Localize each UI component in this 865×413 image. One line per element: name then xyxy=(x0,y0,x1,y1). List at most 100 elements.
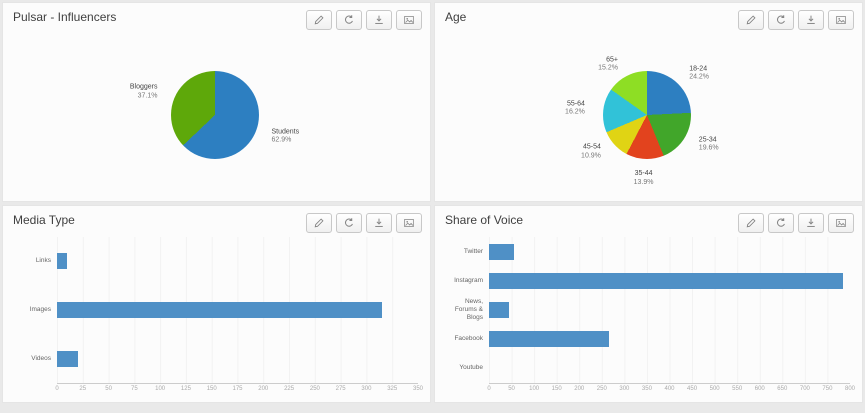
refresh-button[interactable] xyxy=(336,10,362,30)
category-label: Videos xyxy=(31,354,51,362)
panel-toolbar xyxy=(306,213,422,233)
bar-row: News, Forums & Blogs xyxy=(443,295,850,324)
edit-button[interactable] xyxy=(306,213,332,233)
bar-track xyxy=(489,237,850,266)
x-tick-label: 250 xyxy=(596,386,607,392)
x-tick-label: 50 xyxy=(105,386,112,392)
media_type-plot-area: Links Images Videos xyxy=(11,237,418,383)
download-button[interactable] xyxy=(366,213,392,233)
pie-slice-label: 45-54 10.9% xyxy=(581,143,601,160)
bar-track xyxy=(489,295,850,324)
export-image-button[interactable] xyxy=(828,213,854,233)
panel-header: Pulsar - Influencers xyxy=(3,3,430,32)
x-tick-label: 350 xyxy=(412,386,424,392)
refresh-button[interactable] xyxy=(336,213,362,233)
bar-track xyxy=(57,237,418,286)
export-image-button[interactable] xyxy=(396,213,422,233)
x-tick-label: 750 xyxy=(822,386,833,392)
bar-track xyxy=(489,325,850,354)
download-icon xyxy=(805,14,817,26)
x-axis-ticks: 0 50 100 150 200 250 300 350 400 450 500 550 600 650 7… xyxy=(487,383,855,396)
refresh-icon xyxy=(343,14,355,26)
category-label: News, Forums & Blogs xyxy=(454,297,483,322)
x-tick-label: 150 xyxy=(551,386,562,392)
bar-row: Twitter xyxy=(443,237,850,266)
panel-header: Age xyxy=(435,3,862,32)
x-tick-label: 300 xyxy=(619,386,630,392)
bar-row: Instagram xyxy=(443,266,850,295)
x-tick-label: 300 xyxy=(361,386,372,392)
x-tick-label: 350 xyxy=(641,386,652,392)
image-icon xyxy=(835,217,847,229)
x-tick-label: 0 xyxy=(55,386,59,392)
x-tick-label: 250 xyxy=(309,386,320,392)
panel-toolbar xyxy=(738,213,854,233)
export-image-button[interactable] xyxy=(396,10,422,30)
download-button[interactable] xyxy=(798,10,824,30)
x-tick-label: 550 xyxy=(732,386,743,392)
panel-title: Pulsar - Influencers xyxy=(13,10,117,24)
bar-facebook[interactable] xyxy=(489,331,609,348)
x-tick-label: 275 xyxy=(335,386,346,392)
panel-header: Share of Voice xyxy=(435,206,862,235)
image-icon xyxy=(835,14,847,26)
bar-news-forums-blogs[interactable] xyxy=(489,302,510,318)
image-icon xyxy=(403,217,415,229)
bar-row: Images xyxy=(11,286,418,335)
panel-share-of-voice: Share of Voice Twitter Instagram News, For… xyxy=(434,205,863,403)
bar-instagram[interactable] xyxy=(489,272,844,289)
x-tick-label: 325 xyxy=(387,386,398,392)
age-pie[interactable] xyxy=(602,70,691,159)
bar-track xyxy=(489,266,850,295)
panel-title: Age xyxy=(445,10,467,24)
x-tick-label: 500 xyxy=(709,386,720,392)
x-tick-label: 50 xyxy=(508,386,515,392)
pie-slice-label: 35-44 13.9% xyxy=(633,170,654,186)
edit-button[interactable] xyxy=(738,10,764,30)
download-button[interactable] xyxy=(366,10,392,30)
bar-row: Links xyxy=(11,237,418,286)
x-tick-label: 150 xyxy=(206,386,217,392)
pie-slice-label: Bloggers 37.1% xyxy=(129,83,158,100)
pencil-icon xyxy=(313,217,325,229)
bar-images[interactable] xyxy=(57,302,382,318)
refresh-button[interactable] xyxy=(768,10,794,30)
download-button[interactable] xyxy=(798,213,824,233)
refresh-button[interactable] xyxy=(768,213,794,233)
influencers-pie[interactable] xyxy=(170,70,259,159)
x-tick-label: 225 xyxy=(284,386,295,392)
bar-track xyxy=(57,334,418,383)
category-label: Links xyxy=(35,257,51,265)
export-image-button[interactable] xyxy=(828,10,854,30)
bar-twitter[interactable] xyxy=(489,243,514,260)
panel-age: Age 18-24 24.2% 25-34 19.6% 35-44 13.9% 45-54 1… xyxy=(434,2,863,202)
influencers-pie-chart: Students 62.9% Bloggers 37.1% xyxy=(11,34,418,195)
refresh-icon xyxy=(775,217,787,229)
pie-slice-label: 55-64 16.2% xyxy=(565,100,585,116)
bar-videos[interactable] xyxy=(57,350,78,367)
panel-media-type: Media Type Links Images Videos 0 25 50 75 100 12… xyxy=(2,205,431,403)
category-label: Images xyxy=(29,305,51,313)
x-tick-label: 25 xyxy=(79,386,87,392)
x-tick-label: 100 xyxy=(155,386,166,392)
panel-toolbar xyxy=(738,10,854,30)
pencil-icon xyxy=(745,217,757,229)
x-tick-label: 700 xyxy=(799,386,810,392)
pie-slice-label: 25-34 19.6% xyxy=(698,136,719,152)
panel-title: Media Type xyxy=(13,213,75,227)
category-label: Twitter xyxy=(463,247,483,255)
age-pie-wrap: 18-24 24.2% 25-34 19.6% 35-44 13.9% 45-54 10.9%… xyxy=(565,56,719,186)
edit-button[interactable] xyxy=(738,213,764,233)
image-icon xyxy=(403,14,415,26)
bar-row: Youtube xyxy=(443,354,850,383)
pencil-icon xyxy=(313,14,325,26)
bar-links[interactable] xyxy=(57,253,68,270)
pie-slice-label: 18-24 24.2% xyxy=(689,65,710,81)
category-label: Instagram xyxy=(454,276,483,284)
x-tick-label: 200 xyxy=(258,386,269,392)
x-tick-label: 75 xyxy=(131,386,138,392)
edit-button[interactable] xyxy=(306,10,332,30)
download-icon xyxy=(373,14,385,26)
x-tick-label: 650 xyxy=(777,386,788,392)
